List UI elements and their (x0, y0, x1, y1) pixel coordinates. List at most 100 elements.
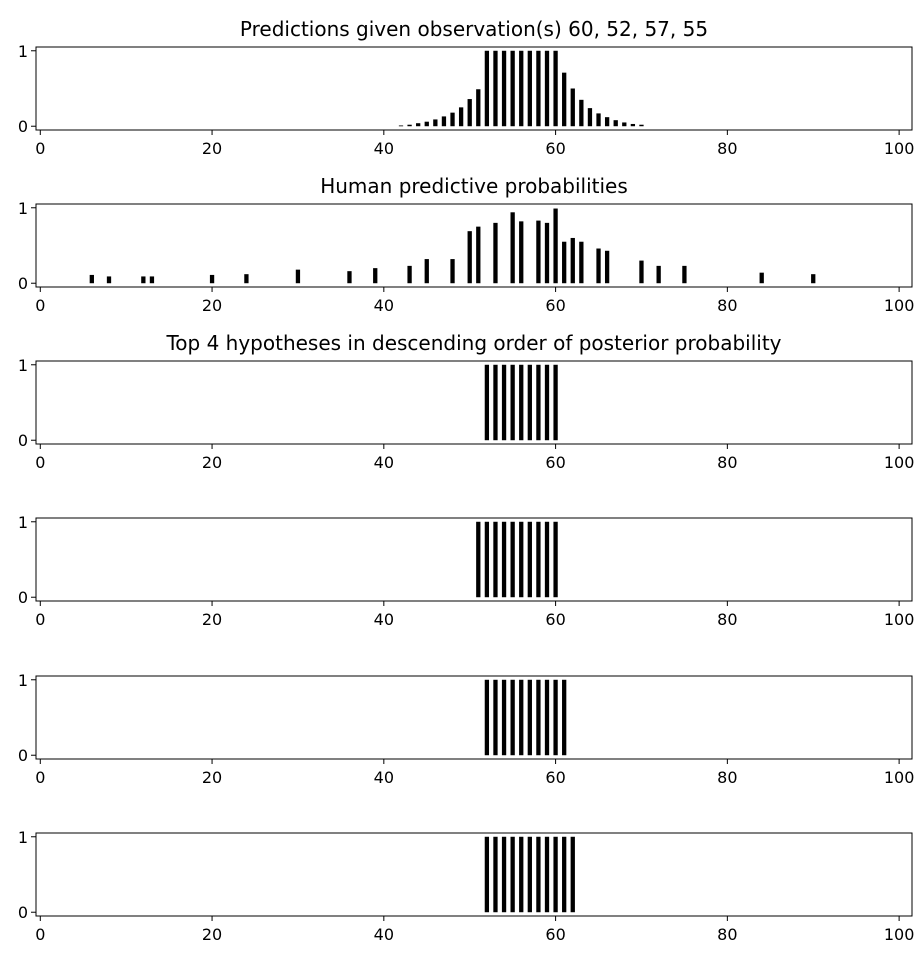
bar-x-59 (544, 364, 550, 441)
bar-x-48 (450, 112, 455, 127)
plot-frame (35, 517, 913, 602)
bar-x-51 (476, 226, 481, 284)
x-tick-label: 20 (202, 768, 222, 787)
bar-x-44 (416, 123, 421, 127)
x-tick-label: 80 (717, 139, 737, 158)
bar-x-52 (484, 50, 490, 127)
x-tick-label: 80 (717, 925, 737, 944)
x-tick-label: 0 (35, 925, 45, 944)
y-tick-label: 0 (18, 588, 28, 607)
bar-x-55 (510, 836, 515, 913)
y-tick-label: 1 (18, 828, 28, 847)
bar-x-61 (562, 836, 567, 913)
bar-x-52 (484, 836, 490, 913)
x-tick-label: 40 (374, 925, 394, 944)
x-tick-label: 0 (35, 139, 45, 158)
bar-x-60 (553, 208, 558, 284)
x-tick-label: 20 (202, 925, 222, 944)
x-tick-label: 0 (35, 453, 45, 472)
bar-x-59 (544, 222, 550, 284)
x-tick-label: 100 (884, 453, 915, 472)
bar-x-54 (501, 521, 507, 598)
x-tick-label: 0 (35, 768, 45, 787)
x-tick-label: 40 (374, 296, 394, 315)
bar-x-45 (424, 259, 429, 284)
bar-x-65 (596, 248, 601, 284)
bar-x-56 (519, 221, 524, 284)
bar-x-51 (476, 89, 481, 127)
bar-x-57 (527, 836, 532, 913)
bar-x-64 (587, 108, 593, 127)
x-tick-label: 40 (374, 610, 394, 629)
x-tick-label: 40 (374, 453, 394, 472)
x-tick-label: 80 (717, 610, 737, 629)
bar-x-24 (244, 274, 249, 284)
y-tick-label: 1 (18, 199, 28, 218)
bar-x-59 (544, 50, 550, 127)
plot-frame (35, 832, 913, 917)
bar-x-60 (553, 521, 558, 598)
y-tick-label: 1 (18, 42, 28, 61)
bar-x-53 (493, 364, 498, 441)
bar-x-72 (656, 265, 661, 284)
bar-x-59 (544, 679, 550, 756)
bar-x-13 (149, 276, 155, 284)
x-tick-label: 0 (35, 610, 45, 629)
bar-x-12 (141, 276, 146, 284)
bar-x-66 (604, 117, 610, 127)
bar-x-60 (553, 679, 558, 756)
bar-x-58 (536, 521, 541, 598)
y-tick-label: 1 (18, 513, 28, 532)
bar-x-56 (519, 364, 524, 441)
bar-x-62 (570, 836, 575, 913)
bar-x-56 (519, 679, 524, 756)
bar-x-70 (639, 260, 644, 284)
x-tick-label: 20 (202, 453, 222, 472)
plot-frame (35, 203, 913, 288)
bar-x-58 (536, 836, 541, 913)
x-tick-label: 40 (374, 768, 394, 787)
bar-x-57 (527, 364, 532, 441)
bar-x-20 (209, 274, 215, 284)
chart-panel-3: Top 4 hypotheses in descending order of … (18, 331, 915, 472)
plot-frame (35, 46, 913, 131)
bar-x-45 (424, 121, 429, 127)
bar-x-49 (458, 107, 464, 127)
plot-frame (35, 675, 913, 760)
bar-x-53 (493, 222, 498, 284)
bar-x-53 (493, 50, 498, 127)
bar-x-67 (613, 120, 618, 127)
bar-x-63 (579, 99, 584, 127)
bar-x-6 (89, 274, 94, 284)
y-tick-label: 1 (18, 671, 28, 690)
bar-x-60 (553, 836, 558, 913)
x-tick-label: 20 (202, 296, 222, 315)
bar-x-54 (501, 679, 507, 756)
x-tick-label: 60 (545, 610, 565, 629)
bar-x-36 (347, 271, 352, 284)
bar-x-54 (501, 364, 507, 441)
bar-x-55 (510, 212, 515, 284)
x-tick-label: 100 (884, 610, 915, 629)
y-tick-label: 1 (18, 356, 28, 375)
x-tick-label: 100 (884, 925, 915, 944)
x-tick-label: 60 (545, 453, 565, 472)
bar-x-57 (527, 679, 532, 756)
chart-title: Predictions given observation(s) 60, 52,… (240, 17, 708, 41)
x-tick-label: 100 (884, 139, 915, 158)
y-tick-label: 0 (18, 274, 28, 293)
y-tick-label: 0 (18, 903, 28, 922)
bar-x-55 (510, 521, 515, 598)
bar-x-62 (570, 237, 575, 284)
x-tick-label: 80 (717, 768, 737, 787)
bar-x-59 (544, 836, 550, 913)
bar-x-52 (484, 679, 490, 756)
bar-x-52 (484, 364, 490, 441)
bar-x-51 (476, 521, 481, 598)
x-tick-label: 100 (884, 768, 915, 787)
chart-panel-1: Predictions given observation(s) 60, 52,… (18, 17, 915, 158)
bar-x-57 (527, 50, 532, 127)
bar-x-58 (536, 50, 541, 127)
bar-x-57 (527, 521, 532, 598)
